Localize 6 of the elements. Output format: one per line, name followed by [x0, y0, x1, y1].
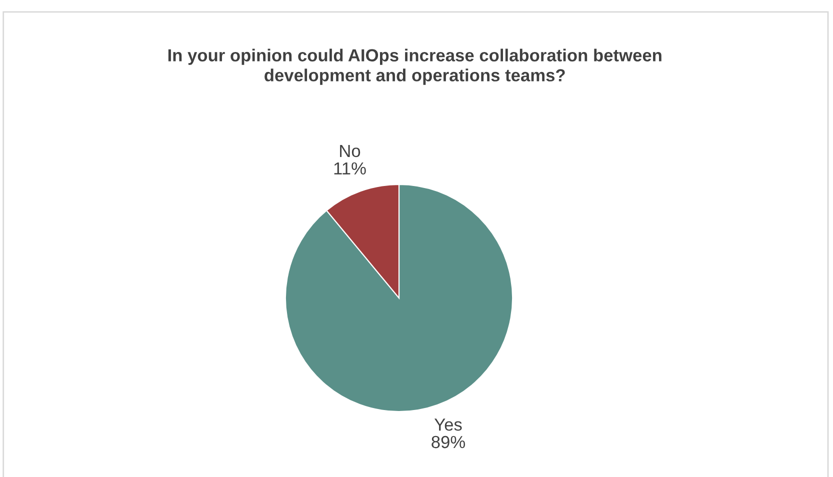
slice-label: Yes [434, 418, 462, 431]
data-label: 89% [432, 436, 466, 448]
chart-title: In your opinion could AIOps increase collaboration between development and operations teams? [168, 48, 662, 85]
pie-slice [284, 184, 514, 412]
data-label: 11% [334, 162, 366, 174]
slice-label: No [340, 145, 360, 158]
